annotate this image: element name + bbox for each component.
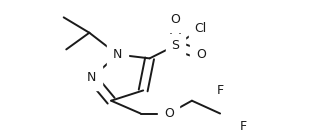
- Text: N: N: [87, 71, 97, 84]
- Text: F: F: [240, 120, 247, 133]
- Text: S: S: [171, 39, 179, 52]
- Text: O: O: [196, 48, 206, 61]
- Text: O: O: [170, 13, 180, 26]
- Text: F: F: [217, 84, 224, 97]
- Text: N: N: [113, 48, 122, 61]
- Text: Cl: Cl: [195, 22, 207, 35]
- Text: O: O: [164, 107, 174, 120]
